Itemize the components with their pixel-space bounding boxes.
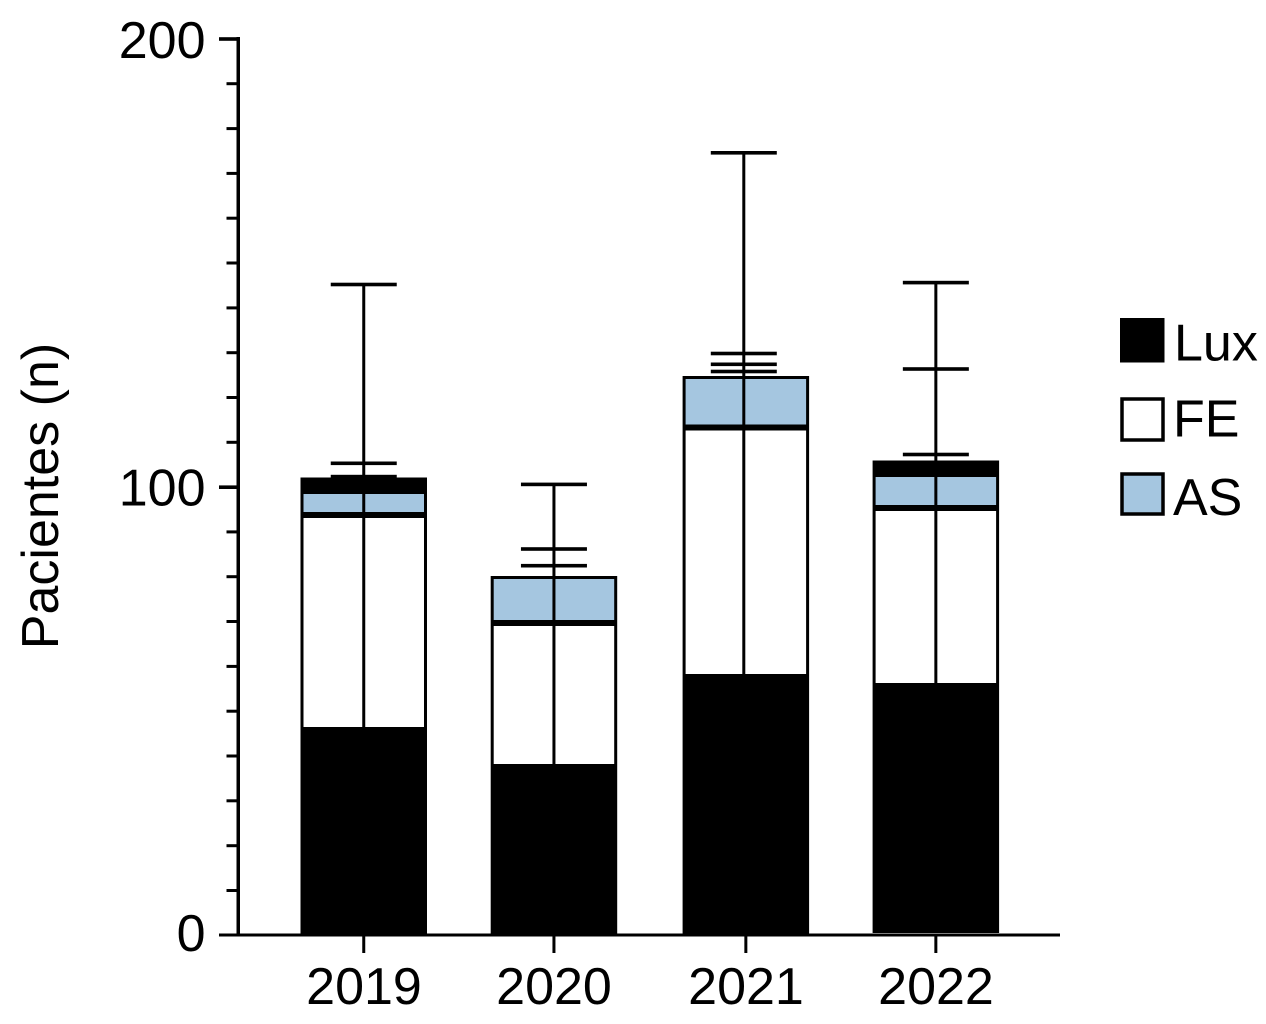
svg-text:0: 0	[177, 905, 206, 963]
svg-text:2022: 2022	[878, 958, 994, 1016]
svg-text:100: 100	[119, 460, 206, 518]
svg-text:Pacientes (n): Pacientes (n)	[12, 343, 70, 649]
svg-text:2020: 2020	[496, 958, 612, 1016]
svg-text:2019: 2019	[306, 958, 422, 1016]
svg-text:FE: FE	[1173, 391, 1239, 449]
svg-text:2021: 2021	[688, 958, 804, 1016]
svg-text:AS: AS	[1173, 469, 1242, 527]
svg-text:Lux: Lux	[1174, 315, 1258, 373]
svg-text:200: 200	[119, 12, 206, 70]
